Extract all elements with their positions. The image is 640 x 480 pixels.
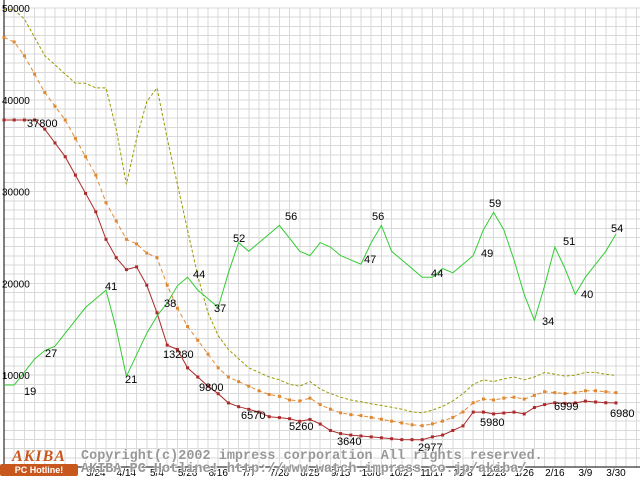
svg-text:5980: 5980 <box>480 417 504 429</box>
svg-text:44: 44 <box>193 269 205 281</box>
svg-text:3/9: 3/9 <box>578 468 592 479</box>
logo-pc-hotline-text: PC Hotline! <box>0 464 78 476</box>
svg-text:34: 34 <box>542 316 554 328</box>
svg-text:3/24: 3/24 <box>86 468 106 479</box>
svg-text:20000: 20000 <box>2 279 30 290</box>
svg-text:56: 56 <box>372 211 384 223</box>
logo-akiba-text: AKIBA <box>12 448 66 465</box>
svg-text:59: 59 <box>489 198 501 210</box>
svg-text:21: 21 <box>125 374 137 386</box>
svg-text:3640: 3640 <box>337 436 361 448</box>
svg-text:9/15: 9/15 <box>331 468 351 479</box>
svg-text:30000: 30000 <box>2 188 30 199</box>
svg-text:13280: 13280 <box>163 349 194 361</box>
svg-text:44: 44 <box>431 268 443 280</box>
svg-text:47: 47 <box>364 254 376 266</box>
svg-text:1/26: 1/26 <box>514 468 534 479</box>
point-labels: 37800 13280 9800 6570 5260 3640 2977 5980 6999 69… <box>24 118 634 454</box>
svg-text:3/30: 3/30 <box>606 468 626 479</box>
svg-text:6980: 6980 <box>610 408 634 420</box>
axes <box>3 0 640 468</box>
series-lowest-price <box>2 118 618 442</box>
svg-text:8/25: 8/25 <box>300 468 320 479</box>
svg-text:51: 51 <box>563 236 575 248</box>
series-average-price <box>2 35 618 428</box>
svg-text:9800: 9800 <box>199 382 223 394</box>
copyright-line: Copyright(c)2002 impress corporation All… <box>81 449 543 464</box>
akiba-pc-hotline-logo: AKIBA PC Hotline! <box>0 449 78 476</box>
site-url-line: AKIBA PC Hotline! http://www.watch.impre… <box>81 462 527 477</box>
svg-text:50000: 50000 <box>2 4 30 15</box>
svg-text:5260: 5260 <box>289 421 313 433</box>
svg-text:5/4: 5/4 <box>150 468 164 479</box>
y-axis-labels: 10000 20000 30000 40000 50000 <box>2 4 30 382</box>
svg-text:7/28: 7/28 <box>270 468 290 479</box>
series-highest-price <box>4 9 617 414</box>
series-shop-count <box>4 211 617 386</box>
copyright-text: Copyright(c)2002 impress corporation All… <box>81 449 543 477</box>
svg-text:6999: 6999 <box>554 401 578 413</box>
svg-text:40000: 40000 <box>2 96 30 107</box>
svg-text:4/14: 4/14 <box>117 468 137 479</box>
svg-text:10/27: 10/27 <box>389 468 414 479</box>
grid <box>3 7 640 467</box>
svg-text:52: 52 <box>233 233 245 245</box>
svg-text:5/26: 5/26 <box>178 468 198 479</box>
svg-text:38: 38 <box>164 298 176 310</box>
svg-text:56: 56 <box>285 211 297 223</box>
svg-text:12/8: 12/8 <box>453 468 473 479</box>
watermark: AKIBA PC Hotline! Copyright(c)2002 impre… <box>0 449 543 476</box>
svg-text:27: 27 <box>45 348 57 360</box>
svg-text:49: 49 <box>481 248 493 260</box>
svg-text:6570: 6570 <box>241 410 265 422</box>
svg-text:12/28: 12/28 <box>481 468 506 479</box>
svg-text:6/16: 6/16 <box>208 468 228 479</box>
svg-text:37: 37 <box>214 303 226 315</box>
svg-text:7/7: 7/7 <box>242 468 256 479</box>
svg-text:10000: 10000 <box>2 371 30 382</box>
svg-text:11/17: 11/17 <box>420 468 445 479</box>
svg-text:19: 19 <box>24 386 36 398</box>
svg-text:2/16: 2/16 <box>545 468 565 479</box>
svg-text:10/6: 10/6 <box>361 468 381 479</box>
svg-text:54: 54 <box>611 223 623 235</box>
svg-text:40: 40 <box>581 289 593 301</box>
svg-text:2977: 2977 <box>418 442 442 454</box>
svg-text:37800: 37800 <box>27 118 58 130</box>
svg-text:41: 41 <box>105 281 117 293</box>
